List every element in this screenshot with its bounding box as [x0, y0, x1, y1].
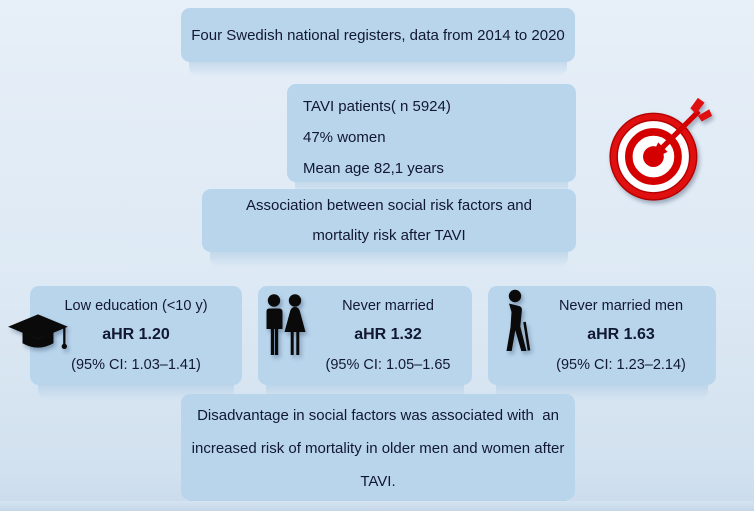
registers-text: Four Swedish national registers, data fr… [191, 26, 565, 44]
association-line-2: mortality risk after TAVI [312, 226, 466, 244]
bottom-reflection-band [0, 501, 754, 511]
risk2-ci: (95% CI: 1.05–1.65 [325, 357, 451, 373]
risk1-ci: (95% CI: 1.03–1.41) [71, 357, 201, 373]
conclusion-line-3: TAVI. [360, 472, 396, 490]
risk1-label: Low education (<10 y) [64, 298, 208, 314]
target-icon [608, 96, 714, 202]
patients-line-2: 47% women [303, 129, 386, 146]
conclusion-line-2: increased risk of mortality in older men… [191, 439, 565, 457]
risk-box-never-married-men: Never married men aHR 1.63 (95% CI: 1.23… [488, 286, 716, 400]
risk3-label: Never married men [558, 298, 684, 314]
risk-box-low-education: Low education (<10 y) aHR 1.20 (95% CI: … [30, 286, 242, 400]
patients-line-1: TAVI patients( n 5924) [303, 98, 451, 115]
risk3-ci: (95% CI: 1.23–2.14) [556, 357, 686, 373]
association-line-1: Association between social risk factors … [246, 196, 532, 214]
risk1-ahr: aHR 1.20 [102, 326, 170, 343]
patients-line-3: Mean age 82,1 years [303, 160, 444, 177]
risk2-ahr: aHR 1.32 [354, 326, 422, 343]
risk-box-never-married: Never married aHR 1.32 (95% CI: 1.05–1.6… [258, 286, 472, 400]
conclusion-box: Disadvantage in social factors was assoc… [181, 394, 575, 511]
association-box: Association between social risk factors … [202, 189, 576, 267]
patients-box: TAVI patients( n 5924) 47% women Mean ag… [287, 84, 576, 197]
registers-box: Four Swedish national registers, data fr… [181, 8, 575, 77]
conclusion-line-1: Disadvantage in social factors was assoc… [197, 406, 559, 424]
risk3-ahr: aHR 1.63 [587, 326, 655, 343]
risk2-label: Never married [342, 298, 434, 314]
